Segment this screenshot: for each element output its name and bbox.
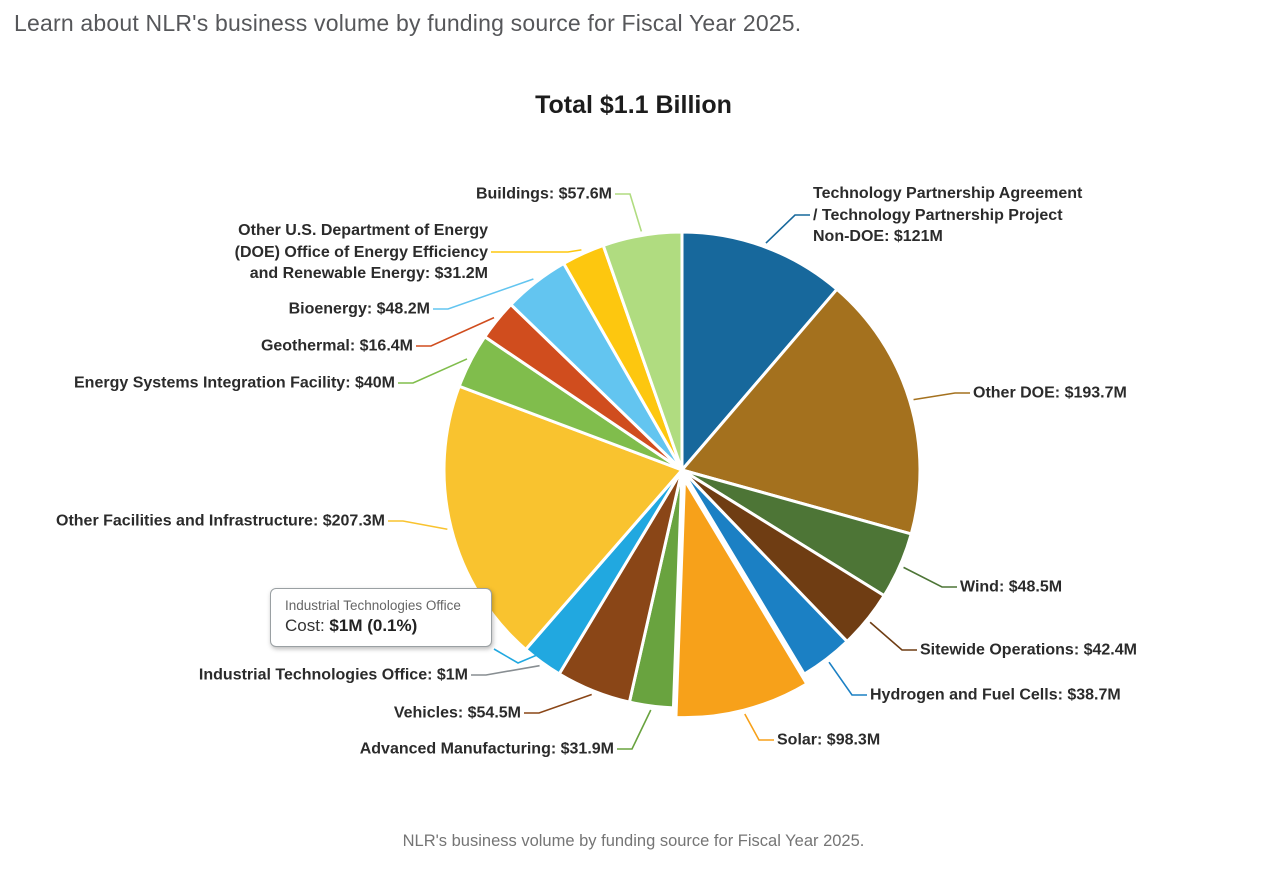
tooltip-connector xyxy=(493,648,538,664)
tooltip: Industrial Technologies Office Cost: $1M… xyxy=(270,588,492,647)
pie-slice-hydrogen-and-fuel-cells[interactable] xyxy=(680,468,849,676)
slice-label-bioenergy: Bioenergy: $48.2M xyxy=(288,300,430,318)
label-connector-technology-partnership-agreement-technol xyxy=(765,214,810,244)
slice-label-other-doe: Other DOE: $193.7M xyxy=(973,384,1127,402)
label-connector-buildings xyxy=(615,193,643,232)
chart-title: Total $1.1 Billion xyxy=(535,91,732,119)
label-connector-other-u-s-department-of-energy-doe-offic xyxy=(491,249,582,253)
tooltip-cost-label: Cost: xyxy=(285,616,330,635)
slice-label-vehicles: Vehicles: $54.5M xyxy=(393,704,521,722)
label-connector-sitewide-operations xyxy=(869,621,917,651)
tooltip-category: Industrial Technologies Office xyxy=(285,598,461,613)
pie-slice-buildings[interactable] xyxy=(601,230,684,472)
slice-label-other-facilities-and-infrastructure: Other Facilities and Infrastructure: $20… xyxy=(56,512,385,530)
label-connector-geothermal xyxy=(416,316,495,347)
slice-label-buildings: Buildings: $57.6M xyxy=(475,185,612,203)
label-connector-solar xyxy=(744,713,774,741)
label-connector-hydrogen-and-fuel-cells xyxy=(828,661,867,696)
slice-label-other-u-s-department-of-energy-doe-offic: Other U.S. Department of Energy (DOE) Off… xyxy=(234,221,488,282)
label-connector-wind xyxy=(903,566,957,588)
chart-caption: NLR's business volume by funding source … xyxy=(402,832,865,850)
label-connector-bioenergy xyxy=(433,278,534,310)
slice-label-sitewide-operations: Sitewide Operations: $42.4M xyxy=(920,641,1137,659)
label-connector-energy-systems-integration-facility xyxy=(398,358,468,384)
slice-label-hydrogen-and-fuel-cells: Hydrogen and Fuel Cells: $38.7M xyxy=(870,686,1121,704)
slice-label-solar: Solar: $98.3M xyxy=(777,731,881,749)
slice-label-wind: Wind: $48.5M xyxy=(960,578,1063,596)
pie-slice-other-facilities-and-infrastructure[interactable] xyxy=(442,384,684,651)
slice-label-advanced-manufacturing: Advanced Manufacturing: $31.9M xyxy=(359,740,614,758)
label-connector-other-doe xyxy=(913,392,970,401)
pie-slice-other-doe[interactable] xyxy=(680,287,922,536)
slice-label-industrial-technologies-office: Industrial Technologies Office: $1M xyxy=(198,666,468,684)
slice-label-energy-systems-integration-facility: Energy Systems Integration Facility: $40… xyxy=(74,374,395,392)
pie-slice-technology-partnership-agreement-technol[interactable] xyxy=(680,230,839,472)
pie-slice-solar[interactable] xyxy=(674,478,809,720)
tooltip-cost-value: $1M (0.1%) xyxy=(329,616,418,635)
page-header-text: Learn about NLR's business volume by fun… xyxy=(14,10,802,36)
label-connector-industrial-technologies-office xyxy=(471,664,540,676)
slice-label-technology-partnership-agreement-technol: Technology Partnership Agreement / Techno… xyxy=(813,184,1083,245)
slice-label-geothermal: Geothermal: $16.4M xyxy=(260,337,413,355)
label-connector-advanced-manufacturing xyxy=(617,709,652,750)
label-connector-other-facilities-and-infrastructure xyxy=(388,520,448,531)
label-connector-vehicles xyxy=(524,693,592,714)
